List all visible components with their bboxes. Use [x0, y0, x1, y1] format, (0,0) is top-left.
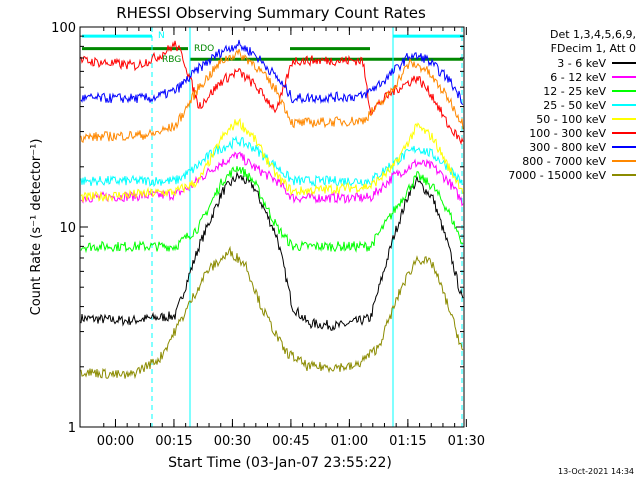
x-tick-label-3: 00:45 [272, 434, 309, 449]
legend-item-8: 7000 - 15000 keV [474, 168, 636, 182]
legend-label: 12 - 25 keV [543, 84, 606, 98]
legend-item-6: 300 - 800 keV [474, 140, 636, 154]
legend-entries: 3 - 6 keV 6 - 12 keV 12 - 25 keV 25 - 50 ke… [474, 56, 636, 182]
legend-item-7: 800 - 7000 keV [474, 154, 636, 168]
legend-swatch [612, 104, 636, 106]
series-line-8 [80, 245, 464, 380]
legend-item-3: 25 - 50 keV [474, 98, 636, 112]
legend-item-1: 6 - 12 keV [474, 70, 636, 84]
x-tick-label-2: 00:30 [214, 434, 251, 449]
x-tick-label-4: 01:00 [331, 434, 368, 449]
legend-label: 50 - 100 keV [536, 112, 606, 126]
chart-title: RHESSI Observing Summary Count Rates [116, 4, 426, 22]
legend-label: 100 - 300 keV [529, 126, 606, 140]
series-line-6 [80, 39, 464, 106]
series-layer [80, 39, 464, 380]
series-line-7 [80, 48, 464, 144]
legend-swatch [612, 174, 636, 176]
series-line-4 [80, 117, 464, 203]
footer-timestamp: 13-Oct-2021 14:34 [558, 467, 634, 476]
legend-item-5: 100 - 300 keV [474, 126, 636, 140]
legend-swatch [612, 132, 636, 134]
annotation-label-1: RDO [194, 44, 214, 54]
y-tick-label-2: 100 [51, 21, 76, 36]
annotation-label-0: N [158, 31, 165, 41]
series-line-1 [80, 151, 464, 207]
axes-layer: 00:00 00:15 00:30 00:45 01:00 01:15 01:30 1 10 10… [51, 21, 485, 449]
series-line-0 [80, 171, 464, 331]
legend-label: 7000 - 15000 keV [508, 168, 606, 182]
legend-swatch [612, 118, 636, 120]
annotation-label-2: RBG [162, 55, 181, 65]
x-tick-label-1: 00:15 [155, 434, 192, 449]
chart-legend: Det 1,3,4,5,6,9, FDecim 1, Att 0 3 - 6 k… [474, 28, 636, 182]
legend-item-2: 12 - 25 keV [474, 84, 636, 98]
legend-swatch [612, 90, 636, 92]
legend-swatch [612, 76, 636, 78]
legend-swatch [612, 146, 636, 148]
x-axis-label: Start Time (03-Jan-07 23:55:22) [168, 455, 392, 471]
legend-label: 25 - 50 keV [543, 98, 606, 112]
y-axis-label: Count Rate (s⁻¹ detector⁻¹) [29, 139, 44, 316]
x-tick-label-6: 01:30 [448, 434, 485, 449]
legend-swatch [612, 160, 636, 162]
legend-header-line-1: Det 1,3,4,5,6,9, [549, 28, 636, 41]
legend-swatch [612, 62, 636, 64]
x-tick-label-5: 01:15 [389, 434, 426, 449]
x-tick-label-0: 00:00 [97, 434, 134, 449]
legend-label: 800 - 7000 keV [522, 154, 606, 168]
series-line-5 [80, 40, 464, 146]
series-line-2 [80, 166, 464, 254]
legend-label: 3 - 6 keV [557, 56, 606, 70]
legend-label: 300 - 800 keV [529, 140, 606, 154]
y-tick-label-1: 10 [59, 221, 76, 236]
y-tick-label-0: 1 [68, 421, 76, 436]
legend-item-4: 50 - 100 keV [474, 112, 636, 126]
legend-label: 6 - 12 keV [550, 70, 606, 84]
legend-item-0: 3 - 6 keV [474, 56, 636, 70]
legend-header-line-2: FDecim 1, Att 0 [550, 42, 636, 55]
